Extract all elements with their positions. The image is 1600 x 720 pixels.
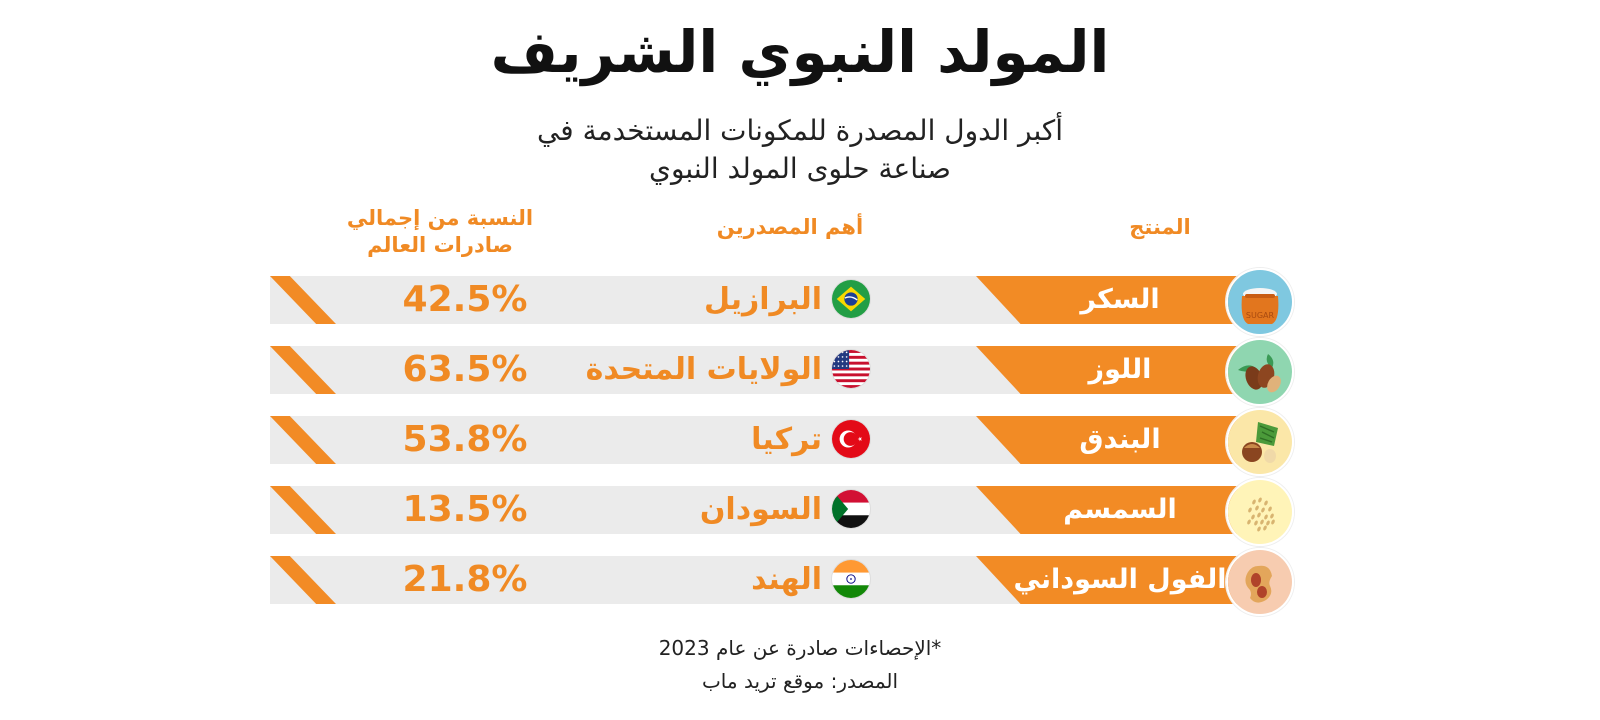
table-row: السمسم 13.5% السودان [270, 478, 1320, 546]
exporter-country: السودان [699, 492, 822, 527]
header-product: المنتج [1129, 215, 1191, 239]
share-value: 13.5% [402, 489, 528, 530]
subtitle-line-1: أكبر الدول المصدرة للمكونات المستخدمة في [536, 114, 1064, 147]
table-row: الفول السوداني 21.8% الهند [270, 548, 1320, 616]
product-band [976, 276, 1238, 324]
hazelnut-icon [1226, 408, 1294, 476]
exporter-country: الولايات المتحدة [585, 352, 822, 387]
india-flag-icon [832, 560, 870, 598]
exporter-country: تركيا [751, 422, 822, 457]
product-label: اللوز [1088, 354, 1152, 385]
header-share: النسبة من إجمالي صادرات العالم [300, 205, 580, 259]
product-label: السمسم [1063, 494, 1177, 525]
header-share-line-1: النسبة من إجمالي [346, 206, 534, 230]
product-label: البندق [1079, 424, 1161, 455]
almond-icon [1226, 338, 1294, 406]
share-value: 21.8% [402, 559, 528, 600]
table-row: اللوز 63.5% الولايات المتحدة [270, 338, 1320, 406]
sudan-flag-icon [832, 490, 870, 528]
page-title: المولد النبوي الشريف [490, 18, 1110, 86]
share-value: 42.5% [402, 279, 528, 320]
table-row: البندق 53.8% تركيا [270, 408, 1320, 476]
share-value: 53.8% [402, 419, 528, 460]
table-row: السكر 42.5% البرازيل SUGAR [270, 268, 1320, 336]
peanut-icon [1226, 548, 1294, 616]
sugar-sack-icon: SUGAR [1226, 268, 1294, 336]
product-band [976, 556, 1238, 604]
sesame-icon [1226, 478, 1294, 546]
svg-text:SUGAR: SUGAR [1246, 311, 1275, 320]
usa-flag-icon [832, 350, 870, 388]
share-value: 63.5% [402, 349, 528, 390]
product-band [976, 346, 1238, 394]
brazil-flag-icon [832, 280, 870, 318]
product-band [976, 416, 1238, 464]
product-label: السكر [1080, 284, 1160, 315]
source-note: المصدر: موقع تريد ماب [701, 669, 899, 693]
product-band [976, 486, 1238, 534]
header-share-line-2: صادرات العالم [367, 233, 513, 257]
subtitle-line-2: صناعة حلوى المولد النبوي [649, 152, 951, 185]
footer-note: *الإحصاءات صادرة عن عام 2023 [658, 636, 942, 660]
exporter-country: البرازيل [703, 282, 822, 317]
product-label: الفول السوداني [1013, 564, 1227, 595]
header-exporter: أهم المصدرين [716, 215, 864, 239]
exporter-country: الهند [751, 562, 822, 597]
subtitle: أكبر الدول المصدرة للمكونات المستخدمة في… [440, 112, 1160, 188]
turkey-flag-icon [832, 420, 870, 458]
